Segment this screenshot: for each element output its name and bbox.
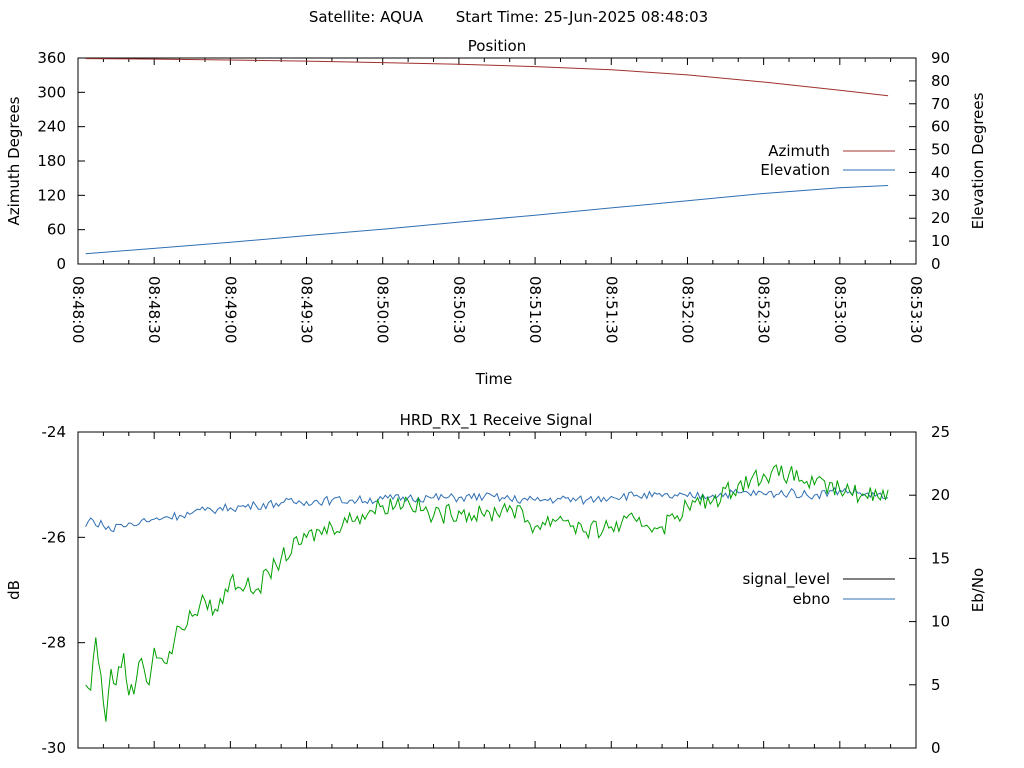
series-line-ebno (85, 486, 889, 533)
legend-azimuth-label: Azimuth (768, 142, 830, 160)
position-y2-axis-title: Elevation Degrees (969, 92, 987, 229)
position-time-tick-label: 08:52:30 (755, 276, 773, 343)
position-time-tick-label: 08:51:00 (526, 276, 544, 343)
position-time-tick-label: 08:51:30 (602, 276, 620, 343)
position-right-tick-label: 10 (931, 232, 950, 250)
position-right-tick-label: 40 (931, 163, 950, 181)
position-right-axis-labels: 0 10 20 30 40 50 60 70 80 90 (931, 49, 950, 273)
signal-left-axis-labels: -30 -28 -26 -24 (42, 423, 67, 757)
position-right-tick-label: 20 (931, 209, 950, 227)
signal-left-tick-label: -26 (42, 528, 67, 546)
signal-plot-frame (77, 431, 917, 749)
position-axis-ticks (77, 57, 917, 265)
series-line-signal-trace (85, 464, 889, 722)
position-right-tick-label: 70 (931, 95, 950, 113)
position-right-tick-label: 90 (931, 49, 950, 67)
position-time-tick-label: 08:49:00 (221, 276, 239, 343)
satellite-label: Satellite: AQUA (309, 8, 424, 26)
legend-signal-level-label: signal_level (742, 570, 830, 589)
signal-right-tick-label: 25 (931, 423, 950, 441)
series-line-azimuth (85, 58, 889, 97)
position-left-tick-label: 60 (47, 221, 66, 239)
position-legend: Azimuth Elevation (760, 142, 895, 179)
position-right-tick-label: 30 (931, 186, 950, 204)
position-series (85, 58, 889, 255)
position-right-tick-label: 80 (931, 72, 950, 90)
signal-left-tick-label: -30 (42, 739, 67, 757)
legend-elevation-label: Elevation (760, 161, 830, 179)
position-time-axis-labels: 08:48:00 08:48:30 08:49:00 08:49:30 08:50:00… (69, 276, 925, 343)
position-time-tick-label: 08:49:30 (298, 276, 316, 343)
position-right-tick-label: 50 (931, 141, 950, 159)
signal-right-tick-label: 0 (931, 739, 941, 757)
position-time-tick-label: 08:48:30 (145, 276, 163, 343)
signal-right-tick-label: 20 (931, 486, 950, 504)
signal-right-tick-label: 5 (931, 676, 941, 694)
legend-ebno-label: ebno (793, 590, 830, 608)
signal-right-tick-label: 10 (931, 613, 950, 631)
signal-y-axis-title: dB (5, 580, 23, 600)
position-time-tick-label: 08:52:00 (678, 276, 696, 343)
position-time-tick-label: 08:48:00 (69, 276, 87, 343)
position-time-tick-label: 08:53:30 (907, 276, 925, 343)
series-line-elevation (85, 185, 889, 255)
signal-series (85, 464, 889, 722)
position-left-tick-label: 120 (37, 186, 66, 204)
signal-chart-title: HRD_RX_1 Receive Signal (400, 411, 593, 430)
position-left-tick-label: 360 (37, 49, 66, 67)
position-x-axis-title: Time (475, 370, 513, 388)
position-time-tick-label: 08:50:30 (450, 276, 468, 343)
position-left-tick-label: 180 (37, 152, 66, 170)
start-time-label: Start Time: 25-Jun-2025 08:48:03 (456, 8, 708, 26)
signal-right-axis-labels: 0 5 10 15 20 25 (931, 423, 950, 757)
position-right-tick-label: 60 (931, 118, 950, 136)
signal-chart: HRD_RX_1 Receive Signal -30 -28 -26 -24 0 5 1… (5, 411, 987, 757)
position-chart: Position 0 60 120 180 240 300 360 0 10 20 30 40 50 6… (5, 37, 987, 388)
position-time-tick-label: 08:53:00 (831, 276, 849, 343)
signal-legend: signal_level ebno (742, 570, 895, 608)
position-left-tick-label: 300 (37, 83, 66, 101)
signal-left-tick-label: -28 (42, 634, 67, 652)
position-right-tick-label: 0 (931, 255, 941, 273)
position-left-tick-label: 0 (56, 255, 66, 273)
signal-right-tick-label: 15 (931, 549, 950, 567)
position-left-axis-labels: 0 60 120 180 240 300 360 (37, 49, 66, 273)
signal-y2-axis-title: Eb/No (969, 568, 987, 612)
signal-left-tick-label: -24 (42, 423, 67, 441)
position-time-tick-label: 08:50:00 (374, 276, 392, 343)
position-chart-title: Position (468, 37, 526, 55)
signal-axis-ticks (77, 431, 917, 749)
position-left-tick-label: 240 (37, 118, 66, 136)
position-y-axis-title: Azimuth Degrees (5, 96, 23, 225)
